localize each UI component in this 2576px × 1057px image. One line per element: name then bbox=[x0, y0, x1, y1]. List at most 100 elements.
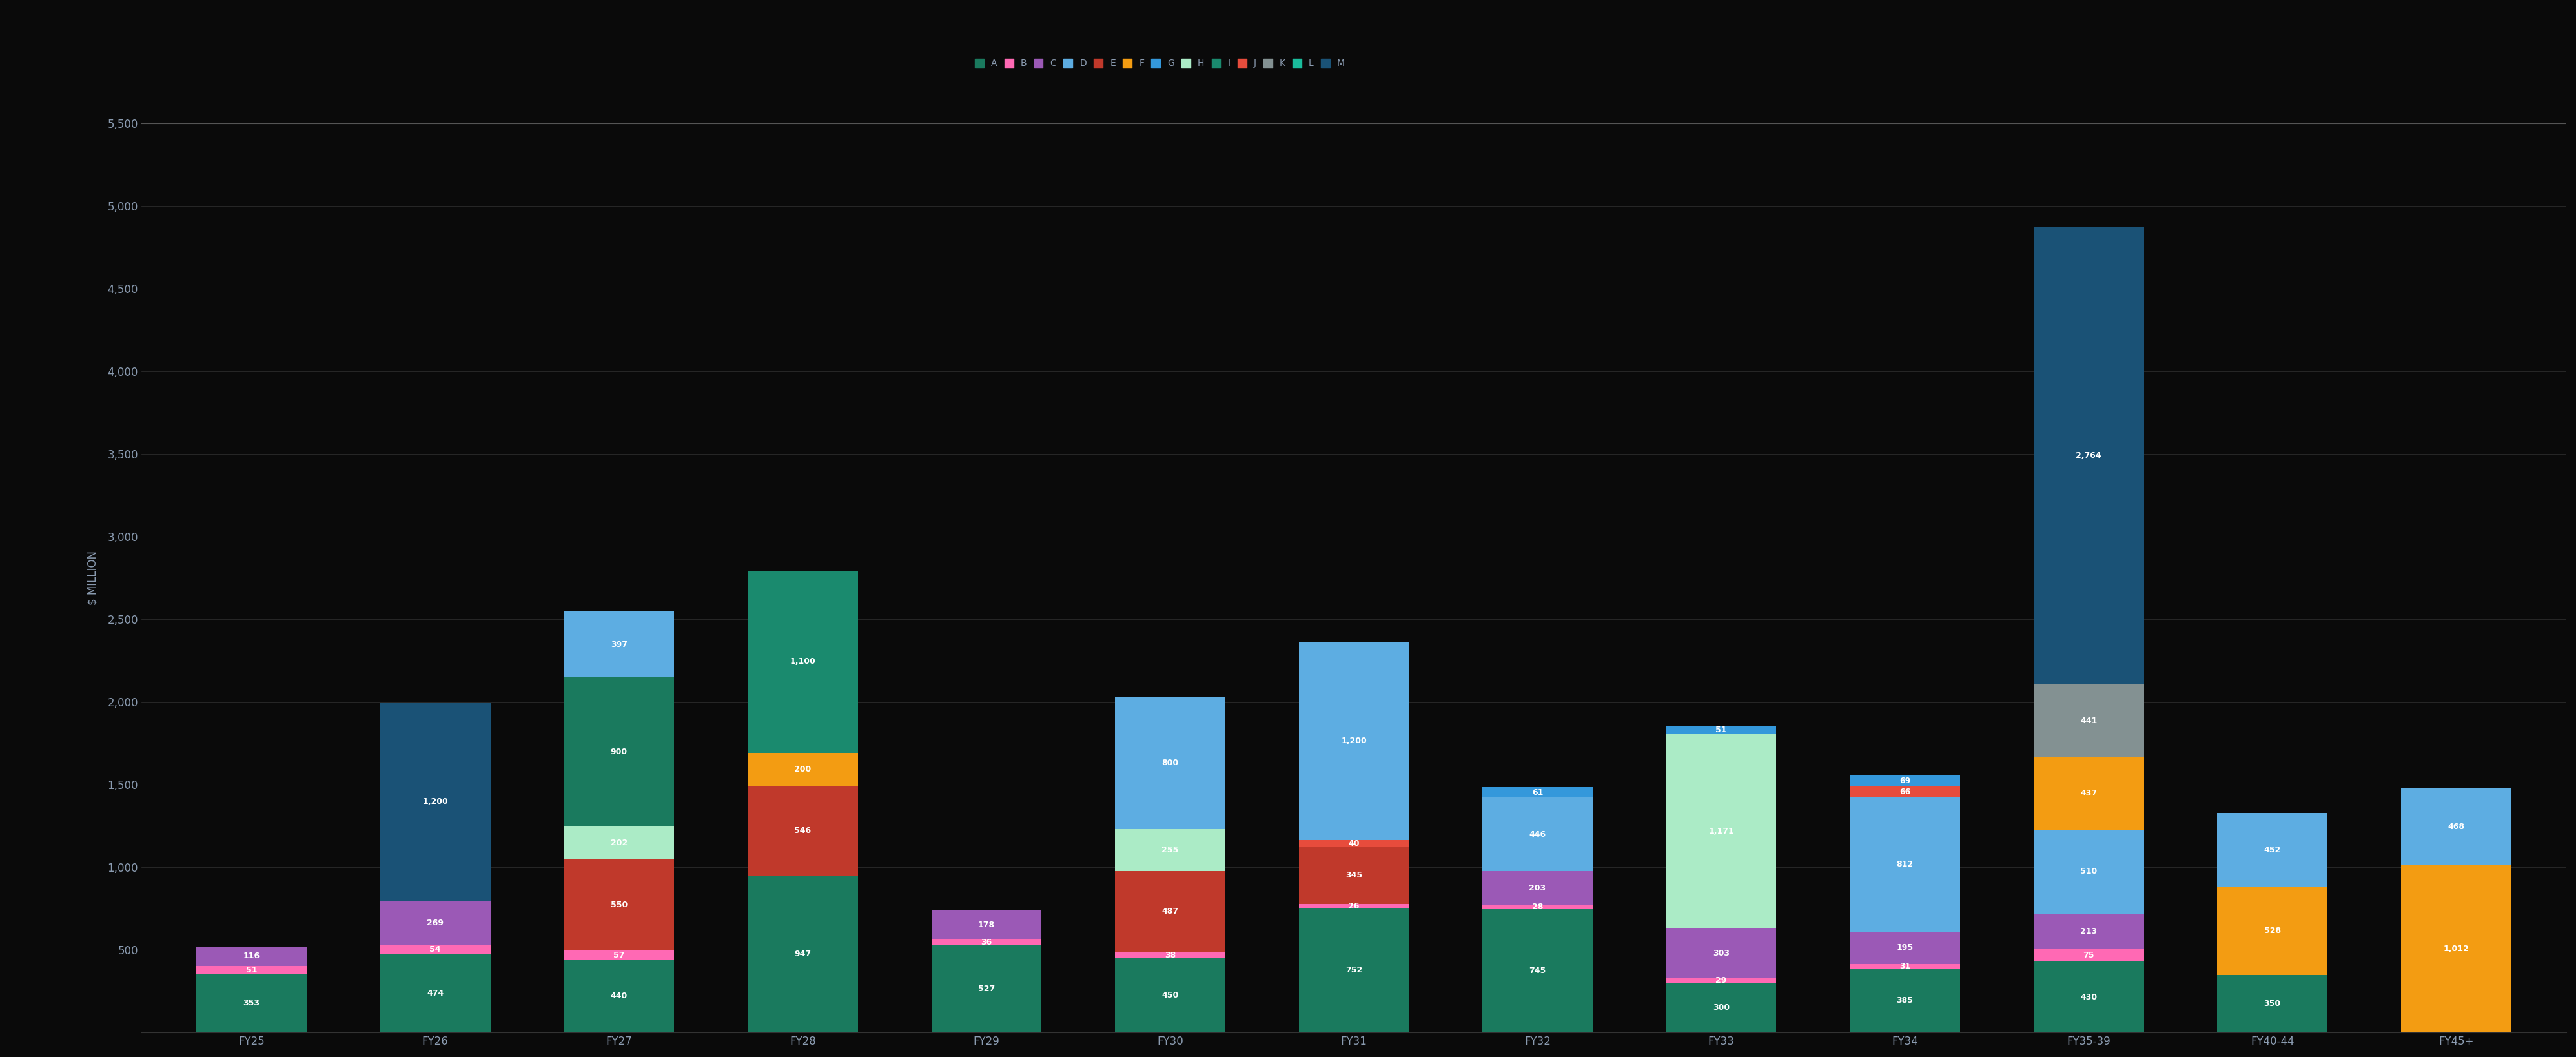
Text: 213: 213 bbox=[2081, 927, 2097, 935]
Text: 546: 546 bbox=[793, 827, 811, 835]
Text: 203: 203 bbox=[1530, 884, 1546, 892]
Bar bbox=[1850, 964, 1960, 969]
Text: 28: 28 bbox=[1533, 903, 1543, 911]
Text: 752: 752 bbox=[1345, 966, 1363, 975]
Bar bbox=[1850, 786, 1960, 797]
Text: 54: 54 bbox=[430, 946, 440, 953]
Bar bbox=[1298, 840, 1409, 847]
Text: 450: 450 bbox=[1162, 991, 1180, 1000]
Bar bbox=[564, 859, 675, 950]
Bar bbox=[2032, 227, 2143, 684]
Text: 430: 430 bbox=[2081, 993, 2097, 1001]
Bar bbox=[2218, 975, 2329, 1033]
Bar bbox=[1115, 697, 1226, 829]
Text: 452: 452 bbox=[2264, 846, 2280, 854]
Bar bbox=[1115, 871, 1226, 952]
Bar bbox=[1850, 969, 1960, 1033]
Text: 510: 510 bbox=[2081, 868, 2097, 876]
Bar bbox=[381, 954, 489, 1033]
Text: 200: 200 bbox=[793, 765, 811, 774]
Text: 437: 437 bbox=[2081, 790, 2097, 798]
Bar bbox=[933, 910, 1041, 940]
Bar bbox=[564, 678, 675, 826]
Bar bbox=[2401, 787, 2512, 866]
Text: 31: 31 bbox=[1899, 962, 1911, 970]
Text: 446: 446 bbox=[1530, 830, 1546, 838]
Text: 29: 29 bbox=[1716, 977, 1726, 985]
Text: 441: 441 bbox=[2081, 717, 2097, 725]
Text: 40: 40 bbox=[1347, 839, 1360, 848]
Bar bbox=[1298, 642, 1409, 840]
Bar bbox=[564, 960, 675, 1033]
Text: 350: 350 bbox=[2264, 1000, 2280, 1007]
Text: 69: 69 bbox=[1899, 777, 1911, 785]
Bar bbox=[933, 940, 1041, 945]
Bar bbox=[747, 571, 858, 753]
Text: 51: 51 bbox=[245, 966, 258, 975]
Bar bbox=[1298, 908, 1409, 1033]
Bar bbox=[564, 612, 675, 678]
Text: 116: 116 bbox=[242, 952, 260, 961]
Bar bbox=[1115, 952, 1226, 958]
Text: 487: 487 bbox=[1162, 907, 1180, 915]
Bar bbox=[747, 785, 858, 876]
Bar bbox=[2401, 866, 2512, 1033]
Bar bbox=[2032, 914, 2143, 949]
Text: 195: 195 bbox=[1896, 944, 1914, 952]
Bar bbox=[1850, 775, 1960, 786]
Text: 812: 812 bbox=[1896, 860, 1914, 869]
Bar bbox=[1481, 871, 1592, 905]
Text: 269: 269 bbox=[428, 919, 443, 927]
Bar bbox=[1481, 787, 1592, 797]
Bar bbox=[2218, 888, 2329, 975]
Legend: A, B, C, D, E, F, G, H, I, J, K, L, M: A, B, C, D, E, F, G, H, I, J, K, L, M bbox=[971, 55, 1347, 72]
Text: 947: 947 bbox=[793, 950, 811, 959]
Bar bbox=[1481, 797, 1592, 871]
Text: 66: 66 bbox=[1899, 787, 1911, 796]
Text: 440: 440 bbox=[611, 991, 629, 1000]
Text: 1,100: 1,100 bbox=[791, 657, 817, 666]
Bar bbox=[1115, 829, 1226, 871]
Bar bbox=[1298, 847, 1409, 904]
Bar bbox=[564, 950, 675, 960]
Text: 61: 61 bbox=[1533, 789, 1543, 797]
Bar bbox=[1667, 978, 1777, 983]
Bar bbox=[381, 901, 489, 945]
Bar bbox=[1481, 909, 1592, 1033]
Text: 36: 36 bbox=[981, 939, 992, 947]
Bar bbox=[2218, 813, 2329, 888]
Text: 353: 353 bbox=[242, 999, 260, 1007]
Y-axis label: $ MILLION: $ MILLION bbox=[88, 551, 98, 605]
Text: 1,200: 1,200 bbox=[1342, 737, 1368, 745]
Bar bbox=[2032, 962, 2143, 1033]
Bar bbox=[1298, 904, 1409, 908]
Bar bbox=[1850, 797, 1960, 931]
Text: 397: 397 bbox=[611, 641, 629, 649]
Bar bbox=[2032, 684, 2143, 757]
Bar bbox=[747, 753, 858, 785]
Bar bbox=[1667, 735, 1777, 928]
Text: 1,012: 1,012 bbox=[2442, 945, 2468, 953]
Text: 2,764: 2,764 bbox=[2076, 451, 2102, 460]
Text: 300: 300 bbox=[1713, 1003, 1728, 1012]
Bar bbox=[1481, 905, 1592, 909]
Text: 385: 385 bbox=[1896, 997, 1914, 1005]
Text: 1,171: 1,171 bbox=[1708, 827, 1734, 835]
Text: 474: 474 bbox=[428, 989, 443, 998]
Bar bbox=[1850, 931, 1960, 964]
Bar bbox=[381, 945, 489, 954]
Text: 468: 468 bbox=[2447, 822, 2465, 831]
Text: 527: 527 bbox=[979, 985, 994, 994]
Bar bbox=[196, 966, 307, 975]
Bar bbox=[2032, 949, 2143, 962]
Bar bbox=[196, 947, 307, 966]
Bar bbox=[2032, 757, 2143, 830]
Bar bbox=[2032, 830, 2143, 914]
Text: 1,200: 1,200 bbox=[422, 797, 448, 805]
Text: 178: 178 bbox=[979, 921, 994, 929]
Bar bbox=[1667, 983, 1777, 1033]
Text: 345: 345 bbox=[1345, 871, 1363, 879]
Text: 51: 51 bbox=[1716, 726, 1726, 735]
Bar bbox=[747, 876, 858, 1033]
Text: 255: 255 bbox=[1162, 846, 1180, 854]
